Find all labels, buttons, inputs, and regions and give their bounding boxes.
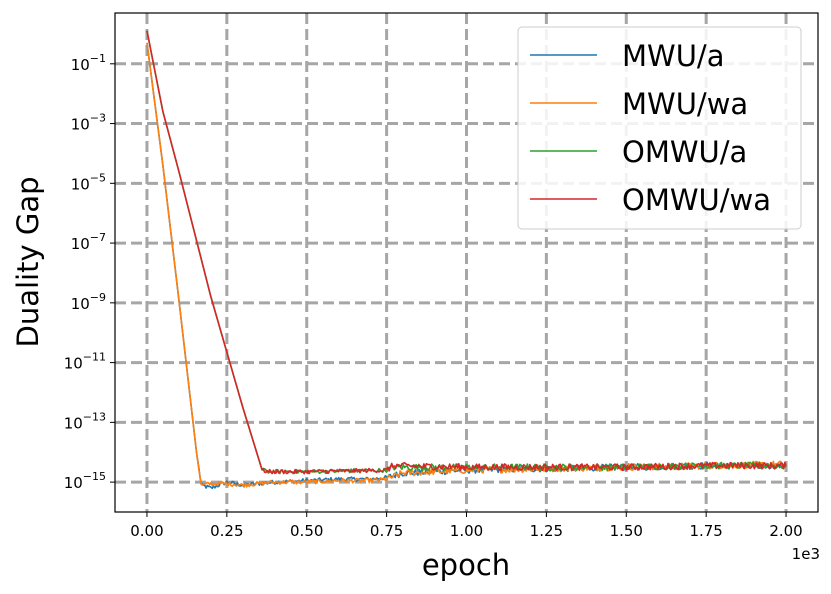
legend-label: OMWU/wa [622,183,771,217]
x-tick-label: 0.75 [370,522,403,540]
y-axis-ticks: 10−1 10−3 10−5 10−7 10−9 10−11 10−13 10−15 [64,52,115,492]
legend-box [517,26,802,230]
y-tick-label: 10−3 [71,112,106,134]
x-axis-label: epoch [422,548,510,582]
x-tick-label: 1.25 [530,522,563,540]
legend-label: OMWU/a [622,135,747,169]
series-line-mwu-wa [146,42,787,488]
x-tick-label: 0.00 [130,522,163,540]
x-tick-label: 0.25 [210,522,243,540]
x-scale-label: 1e3 [792,545,820,563]
x-tick-label: 1.00 [450,522,483,540]
y-tick-label: 10−7 [71,231,106,253]
legend-label: MWU/a [622,39,724,73]
series-line-omwu-wa [146,30,787,475]
y-tick-label: 10−11 [64,351,106,373]
x-tick-label: 1.75 [689,522,722,540]
series-layer [146,30,787,490]
x-tick-label: 2.00 [769,522,802,540]
y-tick-label: 10−15 [64,470,106,492]
legend: MWU/a MWU/wa OMWU/a OMWU/wa [517,26,802,230]
x-tick-label: 1.50 [610,522,643,540]
y-tick-label: 10−1 [71,52,106,74]
y-tick-label: 10−13 [64,410,106,432]
x-tick-label: 0.50 [290,522,323,540]
y-axis-label: Duality Gap [11,177,45,348]
y-tick-label: 10−5 [71,171,106,193]
x-axis-ticks: 0.00 0.25 0.50 0.75 1.00 1.25 1.50 1.75 2.00 [130,512,803,540]
legend-label: MWU/wa [622,87,748,121]
y-tick-label: 10−9 [71,291,106,313]
